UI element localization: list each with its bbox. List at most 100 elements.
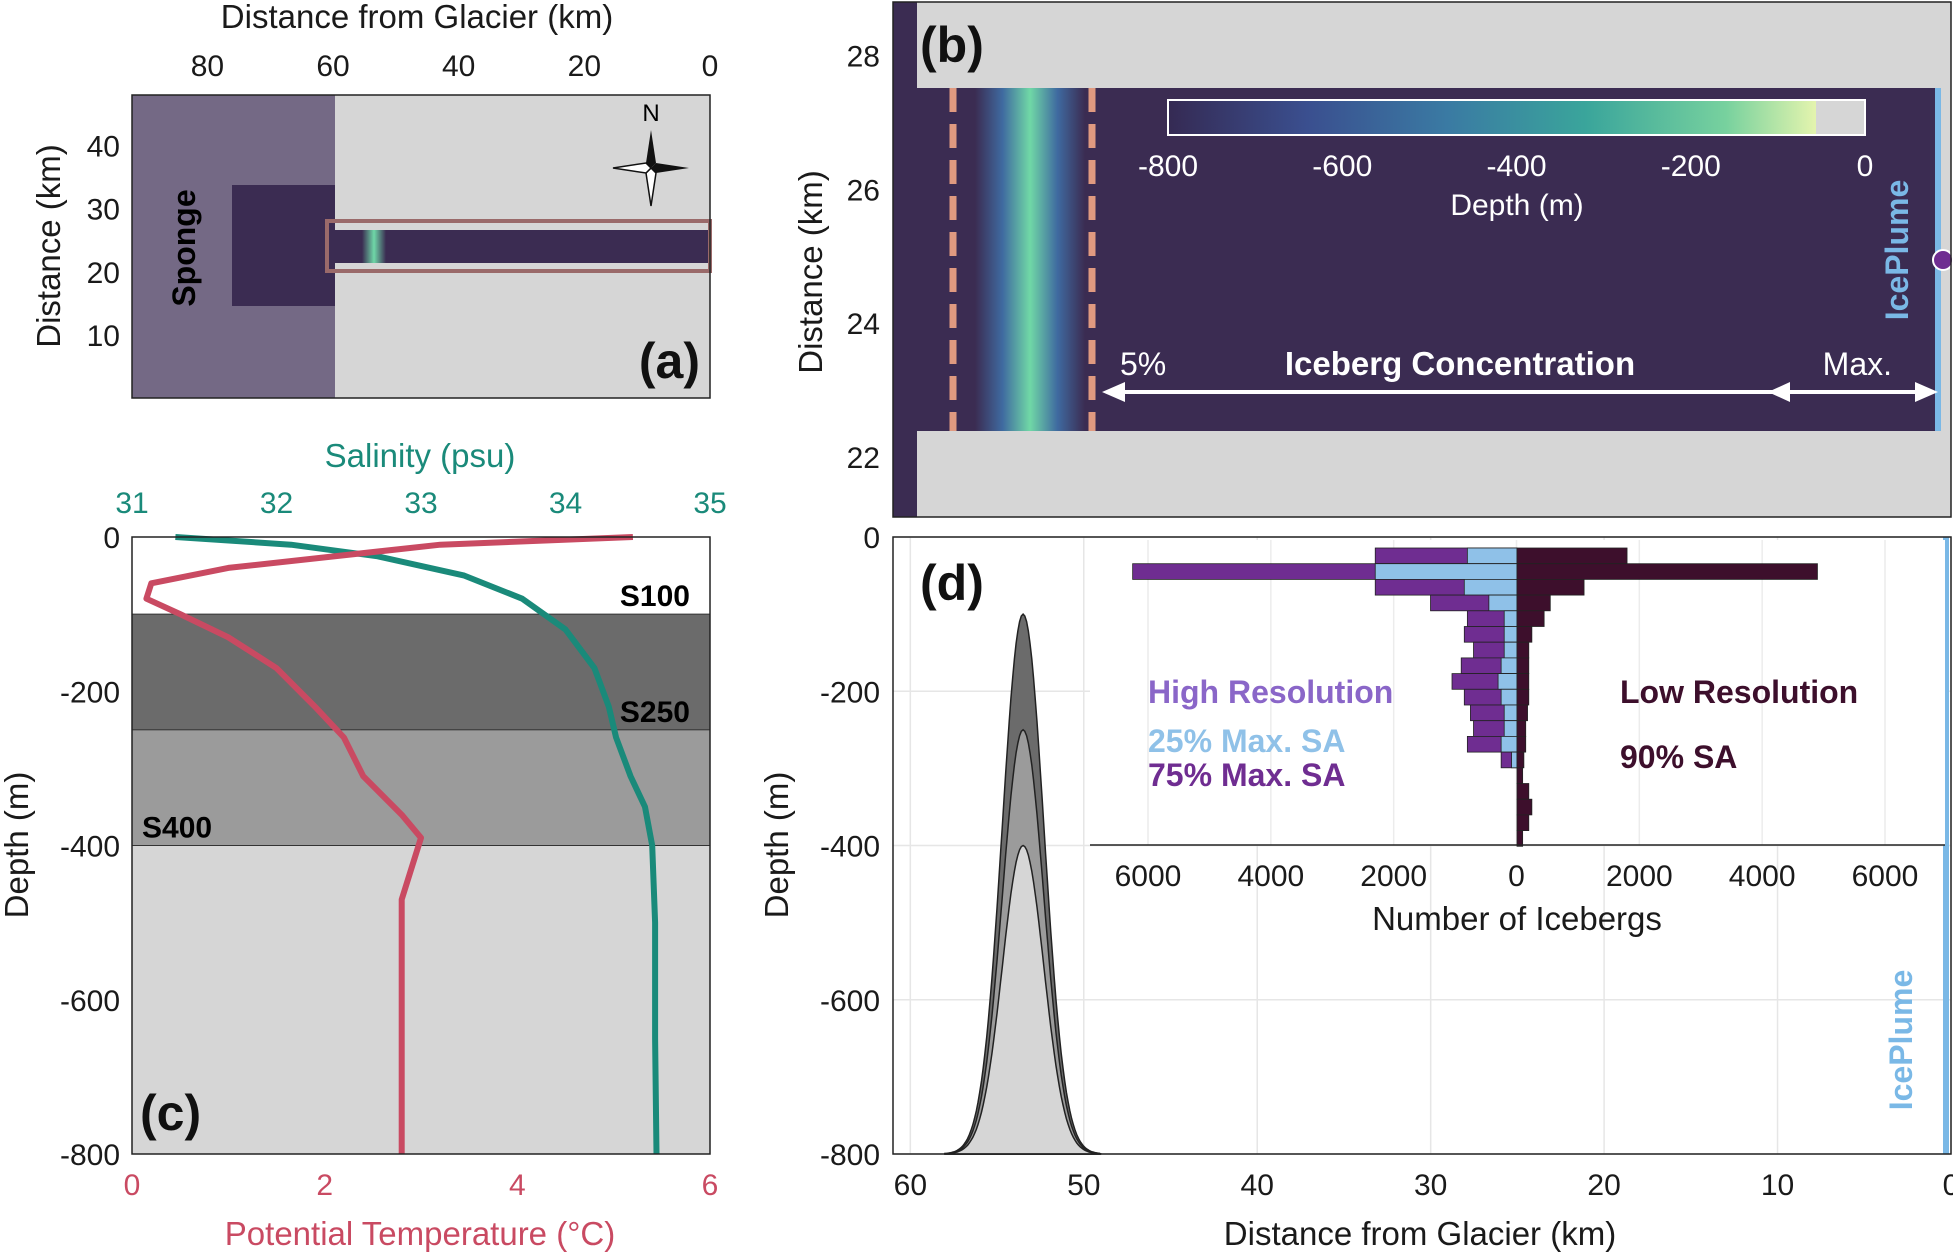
x-tick-label-a: 80	[191, 50, 224, 83]
y-tick-label-b: 28	[847, 41, 880, 74]
colorbar-tick-label: -600	[1312, 150, 1372, 183]
x-tick-label-d: 40	[1241, 1169, 1274, 1202]
salinity-tick-label: 31	[115, 487, 148, 520]
y-tick-label-d: -400	[820, 831, 880, 864]
bar-high-res-25	[1503, 704, 1518, 722]
x-tick-label-d: 0	[1943, 1169, 1953, 1202]
x-tick-label-a: 60	[316, 50, 349, 83]
x-tick-label-d: 30	[1414, 1169, 1447, 1202]
iceberg-band-b	[975, 88, 1085, 431]
bar-high-res-25	[1503, 610, 1518, 627]
x-tick-labels-d: 60 50 40 30 20 10 0	[894, 1169, 1953, 1202]
y-tick-label-a: 20	[87, 257, 120, 290]
inset-x-tick-label: 6000	[1115, 860, 1182, 893]
y-tick-labels-b: 28 26 24 22	[847, 41, 880, 475]
temperature-tick-labels: 0 2 4 6	[124, 1169, 719, 1202]
arrow-label-iceberg-concentration: Iceberg Concentration	[1285, 345, 1635, 382]
bar-high-res-25	[1500, 688, 1518, 706]
bar-low-res-90	[1516, 641, 1530, 659]
x-tick-label-d: 50	[1067, 1169, 1100, 1202]
temperature-tick-label: 2	[316, 1169, 333, 1202]
salinity-tick-label: 35	[693, 487, 726, 520]
legend-low-resolution: Low Resolution	[1620, 674, 1858, 710]
panel-label-a: (a)	[639, 333, 700, 389]
y-tick-label-d: -800	[820, 1139, 880, 1172]
inset-x-tick-labels: 6000 4000 2000 0 2000 4000 6000	[1115, 860, 1919, 893]
depth-tick-labels-c: 0 -200 -400 -600 -800	[60, 522, 120, 1172]
compass-label: N	[642, 100, 659, 127]
x-axis-label-d: Distance from Glacier (km)	[1224, 1215, 1616, 1252]
bar-low-res-90	[1516, 563, 1818, 580]
bar-high-res-25	[1503, 641, 1518, 659]
y-tick-labels-d: 0 -200 -400 -600 -800	[820, 522, 880, 1172]
iceplume-marker	[1932, 249, 1953, 271]
bar-low-res-90	[1516, 720, 1527, 737]
depth-tick-label-c: 0	[103, 522, 120, 555]
bar-high-res-25	[1466, 547, 1518, 565]
bar-low-res-90	[1516, 814, 1530, 832]
depth-tick-label-c: -800	[60, 1139, 120, 1172]
temperature-tick-label: 0	[124, 1169, 141, 1202]
y-axis-label-b: Distance (km)	[792, 170, 829, 374]
sill-depth-shading	[131, 613, 711, 1155]
arrow-label-5pct: 5%	[1120, 346, 1166, 382]
panel-label-b: (b)	[920, 17, 984, 73]
colorbar-label: Depth (m)	[1450, 189, 1583, 222]
bar-low-res-90	[1516, 673, 1530, 690]
bar-high-res-25	[1503, 626, 1518, 643]
axes-frame-c	[131, 536, 711, 1155]
bar-low-res-90	[1516, 783, 1530, 800]
panel-b-heatmap: IcePlume -800 -600 -400 -200 0 Depth (m) 5% …	[792, 1, 1953, 518]
panel-label-c: (c)	[140, 1085, 201, 1141]
axes-frame-a	[131, 94, 711, 399]
colorbar-tick-labels: -800 -600 -400 -200 0	[1138, 150, 1873, 183]
bar-low-res-90	[1516, 704, 1528, 722]
bar-low-res-90	[1516, 579, 1585, 596]
bar-high-res-25	[1500, 736, 1518, 753]
inset-x-tick-label: 2000	[1360, 860, 1427, 893]
axes-frame-d	[892, 536, 1952, 1155]
sill-shade-s400	[131, 845, 711, 1155]
axes-frame-b	[892, 1, 1952, 518]
x-tick-label-a: 0	[702, 50, 719, 83]
iceplume-label-d: IcePlume	[1883, 970, 1919, 1111]
x-tick-label-a: 20	[568, 50, 601, 83]
temperature-axis-label: Potential Temperature (°C)	[225, 1215, 615, 1252]
colorbar	[1167, 99, 1866, 136]
bar-low-res-90	[1516, 626, 1533, 643]
y-axis-label-d: Depth (m)	[758, 772, 795, 919]
sill-profile-2	[944, 844, 1102, 1155]
x-tick-labels-a: 80 60 40 20 0	[191, 50, 719, 83]
fjord-channel	[335, 230, 710, 263]
bar-low-res-90	[1516, 547, 1628, 565]
salinity-axis-label: Salinity (psu)	[325, 437, 516, 474]
bar-high-res-25	[1503, 720, 1518, 737]
colorbar-tick-label: -800	[1138, 150, 1198, 183]
sponge-inner-box	[232, 185, 335, 306]
temperature-profile-line	[143, 534, 634, 1154]
y-tick-labels-a: 40 30 20 10	[87, 131, 120, 353]
bar-low-res-90	[1516, 830, 1524, 847]
sill-label: S400	[142, 812, 212, 845]
y-axis-label-c: Depth (m)	[0, 772, 35, 919]
sill-profiles	[944, 612, 1102, 1155]
bar-low-res-90	[1516, 798, 1533, 816]
bar-high-res-25	[1500, 657, 1518, 675]
colorbar-tick-label: -400	[1486, 150, 1546, 183]
bar-high-res-25	[1374, 563, 1518, 580]
y-tick-label-a: 10	[87, 320, 120, 353]
depth-tick-label-c: -600	[60, 985, 120, 1018]
x-axis-label-a: Distance from Glacier (km)	[221, 0, 613, 35]
depth-tick-label-c: -200	[60, 676, 120, 709]
y-tick-label-b: 22	[847, 442, 880, 475]
arrow-label-max: Max.	[1823, 346, 1892, 382]
y-tick-label-b: 26	[847, 174, 880, 207]
panel-label-d: (d)	[920, 555, 984, 611]
iceberg-concentration-arrow	[1102, 382, 1938, 402]
inset-x-axis-label: Number of Icebergs	[1372, 900, 1662, 937]
bar-low-res-90	[1516, 751, 1525, 769]
legend-75pct-max-sa: 75% Max. SA	[1148, 757, 1345, 793]
iceplume-label-b: IcePlume	[1879, 180, 1915, 321]
inset-x-tick-label: 2000	[1606, 860, 1673, 893]
